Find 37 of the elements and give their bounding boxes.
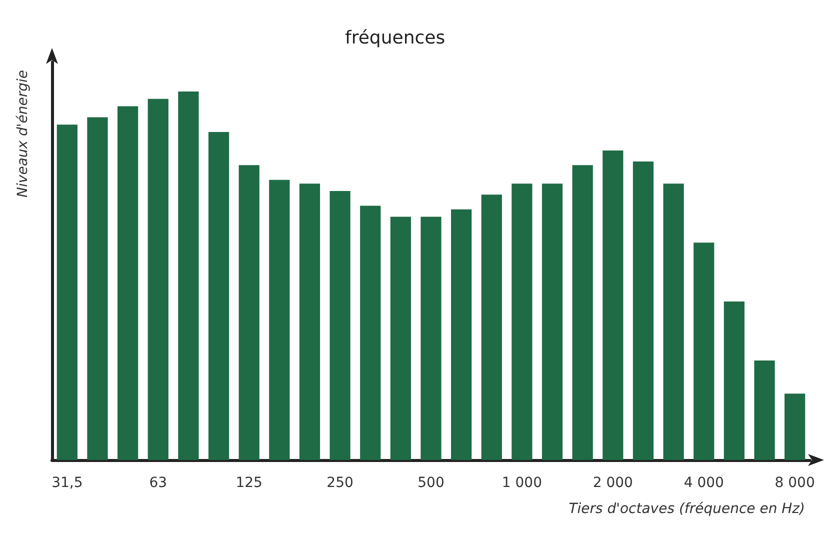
x-axis-title: Tiers d'octaves (fréquence en Hz) — [568, 501, 805, 517]
x-tick-label: 4 000 — [684, 475, 724, 491]
x-tick-label: 125 — [236, 475, 262, 491]
bar — [117, 106, 138, 460]
bar — [299, 184, 320, 460]
bar — [724, 302, 745, 460]
bar — [238, 165, 260, 460]
bar — [178, 91, 199, 460]
bar — [269, 180, 290, 460]
bar — [451, 209, 472, 460]
bar — [663, 184, 684, 460]
bar — [390, 216, 411, 460]
bar — [602, 150, 624, 460]
bar — [512, 184, 532, 460]
bar — [572, 165, 593, 460]
x-tick-label: 63 — [149, 475, 168, 491]
bar — [481, 194, 502, 460]
x-tick-label: 8 000 — [774, 475, 815, 491]
bar — [208, 132, 230, 460]
bar — [148, 98, 168, 460]
x-tick-label: 1 000 — [502, 475, 542, 491]
y-axis-title: Niveaux d'énergie — [15, 70, 31, 198]
bar — [632, 162, 654, 460]
x-tick-label: 250 — [326, 475, 354, 491]
bar — [694, 242, 714, 460]
bar — [56, 124, 78, 460]
bar — [330, 190, 350, 460]
x-tick-label: 2 000 — [592, 475, 633, 491]
bar — [542, 184, 563, 460]
bar — [420, 216, 442, 460]
chart-title: fréquences — [345, 28, 446, 48]
bar — [360, 206, 381, 460]
bar — [784, 394, 806, 460]
x-tick-label: 31,5 — [52, 475, 83, 491]
bar — [87, 117, 108, 460]
bar — [754, 360, 775, 460]
x-tick-label: 500 — [418, 475, 444, 491]
